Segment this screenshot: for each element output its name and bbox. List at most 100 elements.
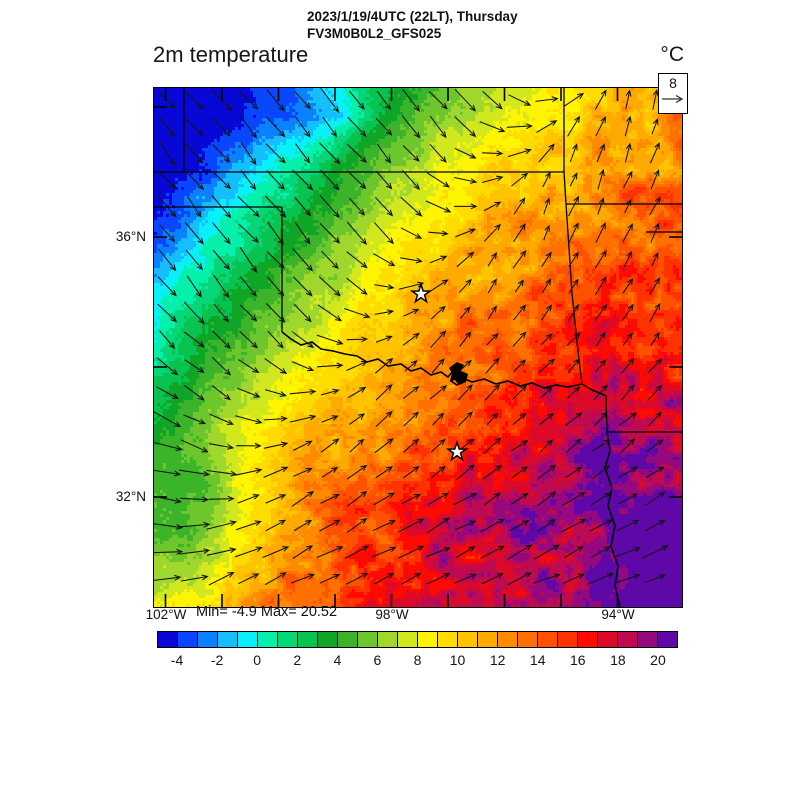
river-border — [604, 431, 621, 607]
wind-vector — [212, 222, 231, 245]
wind-vector — [616, 519, 640, 532]
wind-vector — [624, 115, 632, 137]
wind-vector — [621, 384, 635, 401]
wind-vector — [211, 356, 232, 376]
colorbar-segment — [258, 632, 278, 647]
lake-texoma — [449, 362, 468, 385]
wind-vector — [594, 411, 608, 427]
wind-vector — [184, 331, 205, 348]
wind-vector — [154, 574, 182, 581]
wind-vector — [317, 304, 343, 322]
wind-vector — [510, 520, 530, 531]
wind-vector — [567, 386, 581, 399]
wind-vector — [375, 335, 393, 343]
wind-vector — [487, 251, 498, 267]
wind-vector — [154, 469, 182, 477]
wind-vector — [292, 545, 314, 559]
wind-vector — [402, 170, 421, 191]
wind-vector — [320, 250, 339, 270]
wind-vector — [541, 251, 552, 267]
wind-vector — [458, 278, 472, 294]
wind-vector — [402, 385, 420, 399]
temperature-field-raster — [154, 88, 682, 607]
wind-vector — [594, 276, 607, 296]
wind-vector — [618, 493, 639, 505]
wind-vector — [650, 169, 660, 190]
wind-vector — [375, 118, 393, 136]
wind-vector — [211, 195, 232, 219]
wind-vector — [589, 519, 614, 532]
wind-vector — [644, 574, 667, 583]
wind-vector — [487, 305, 497, 320]
wind-vector — [622, 332, 633, 346]
wind-vector — [540, 386, 553, 399]
wind-vector — [561, 518, 587, 533]
wind-vector — [349, 413, 366, 425]
wind-vector — [179, 521, 211, 528]
wind-vector — [292, 169, 314, 191]
wind-vector — [238, 359, 260, 374]
colorbar-segment — [418, 632, 438, 647]
wind-vector — [179, 548, 211, 555]
colorbar-segment — [178, 632, 198, 647]
variable-title: 2m temperature — [153, 42, 309, 67]
wind-vector — [374, 284, 395, 290]
wind-vector — [236, 442, 262, 449]
wind-vector — [426, 517, 450, 534]
wind-vector — [512, 412, 527, 425]
wind-vector — [235, 520, 262, 531]
wind-vector — [322, 116, 338, 138]
colorbar-segment — [358, 632, 378, 647]
wind-vector — [624, 142, 632, 163]
wind-vector — [623, 170, 633, 188]
wind-vector — [567, 358, 580, 374]
wind-vector — [186, 195, 202, 218]
wind-vector — [264, 195, 287, 218]
wind-vector — [348, 90, 365, 110]
wind-vector — [538, 143, 555, 163]
wind-vector — [184, 359, 205, 374]
wind-vector — [402, 145, 420, 162]
wind-vector — [237, 196, 260, 218]
wind-vector — [487, 278, 497, 294]
wind-vector — [319, 195, 340, 219]
wind-vector — [615, 573, 641, 584]
colorbar-tick-label: 10 — [449, 652, 466, 668]
wind-vector — [374, 309, 395, 316]
wind-vector — [595, 331, 606, 347]
wind-vector — [264, 389, 287, 397]
wind-vector — [404, 360, 418, 372]
wind-vector — [569, 143, 578, 163]
wind-vector — [184, 384, 205, 401]
wind-vector — [238, 90, 259, 110]
wind-vector — [625, 89, 632, 110]
wind-vector — [455, 546, 476, 558]
wind-vector — [156, 357, 179, 376]
wind-vector — [372, 519, 397, 532]
wind-vector — [211, 170, 232, 190]
wind-vector — [512, 331, 527, 347]
wind-vector — [184, 222, 204, 245]
wind-vector — [568, 195, 579, 217]
wind-vector — [649, 302, 661, 322]
wind-vector — [294, 222, 311, 245]
wind-vector — [239, 304, 258, 322]
colorbar-tick-label: 20 — [650, 652, 666, 668]
wind-vector — [345, 572, 369, 585]
wind-vector — [428, 279, 449, 293]
wind-vector — [621, 357, 635, 374]
wind-vector — [184, 170, 205, 191]
wind-vector — [154, 523, 184, 530]
wind-vector — [587, 572, 615, 585]
colorbar-segment — [318, 632, 338, 647]
wind-reference-box: 8 — [658, 73, 688, 114]
wind-vector — [482, 464, 503, 480]
wind-vector — [618, 412, 638, 426]
lat-axis-label: 32°N — [115, 489, 146, 504]
wind-vector — [154, 548, 184, 555]
wind-vector — [622, 278, 634, 294]
wind-vector — [429, 115, 447, 139]
wind-vector — [402, 332, 420, 346]
wind-vector — [262, 546, 290, 558]
wind-vector — [453, 492, 478, 506]
